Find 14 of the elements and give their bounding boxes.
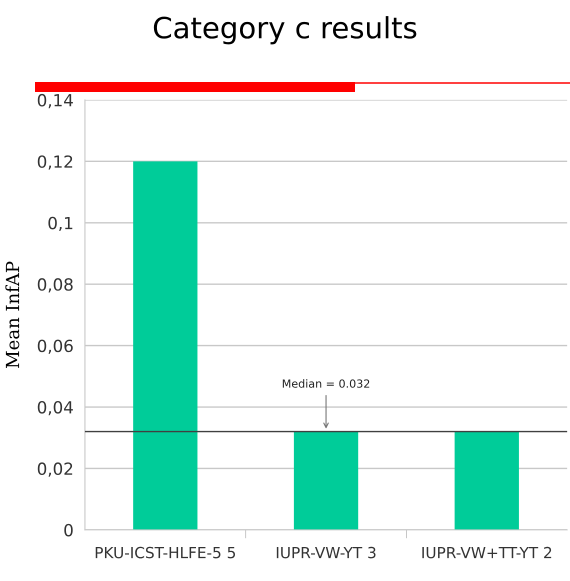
y-tick-label: 0,1 — [48, 216, 72, 232]
y-tick-label: 0,04 — [38, 400, 73, 416]
y-tick-label: 0,14 — [38, 94, 73, 108]
y-tick-label: 0,08 — [38, 278, 73, 292]
y-tick-label: 0,06 — [38, 340, 73, 354]
x-tick-label: IUPR-VW-YT 3 — [276, 546, 376, 558]
chart-title: Category c results — [154, 16, 416, 44]
y-axis-title: Mean InfAP — [5, 262, 20, 368]
y-tick-label: 0,12 — [38, 155, 72, 170]
y-tick-label: 0,02 — [38, 462, 72, 477]
y-tick-label: 0 — [64, 524, 73, 536]
x-tick-label: IUPR-VW+TT-YT 2 — [422, 546, 552, 558]
x-tick-label: PKU-ICST-HLFE-5 5 — [96, 546, 236, 558]
annotation: Median = 0.032 — [282, 379, 370, 388]
